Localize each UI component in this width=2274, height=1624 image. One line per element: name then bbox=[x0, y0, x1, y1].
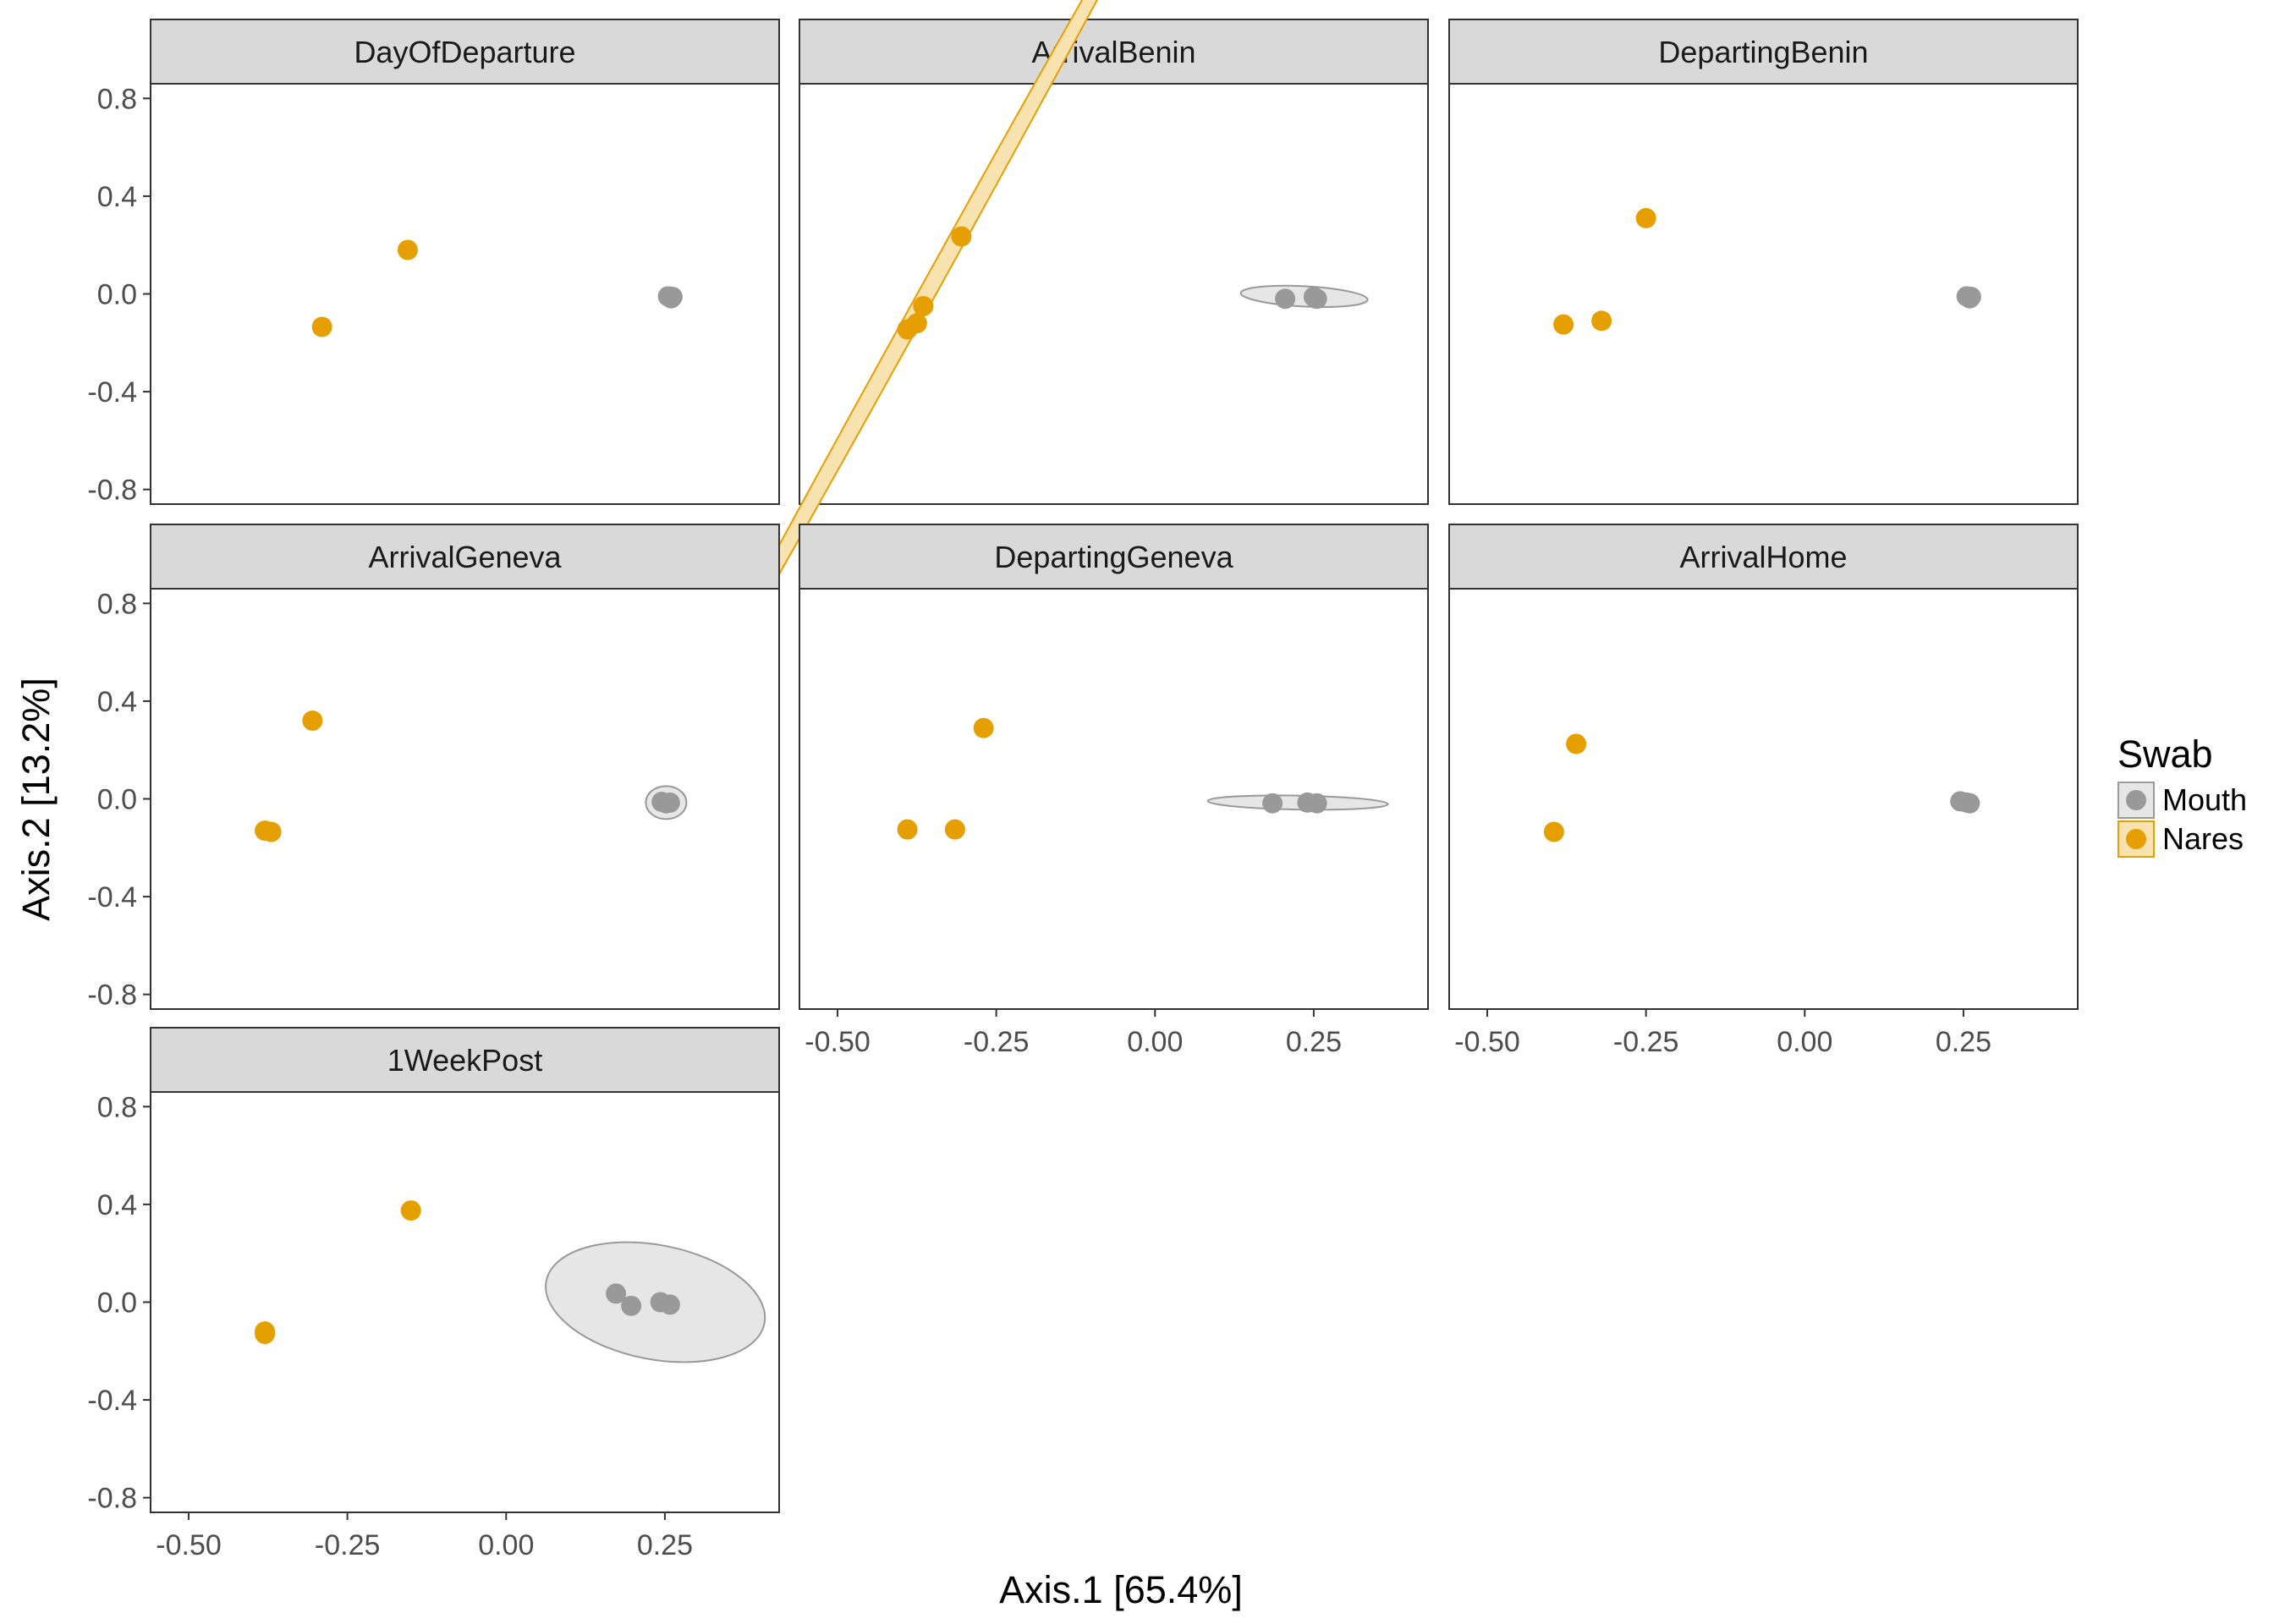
facet-panels: DayOfDeparture 0.8 0.4 0.0 -0.4 -0.8 ArrivalBe… bbox=[87, 0, 2079, 1561]
data-point-nares bbox=[913, 295, 934, 316]
legend-title: Swab bbox=[2117, 732, 2213, 776]
y-tick-label: -0.8 bbox=[87, 475, 137, 507]
data-point-nares bbox=[255, 1324, 276, 1345]
facet-panel-DepartingBenin: DepartingBenin bbox=[1448, 19, 2079, 505]
panel-border bbox=[1448, 83, 2079, 505]
x-tick-label: 0.25 bbox=[1286, 1026, 1342, 1058]
facet-strip bbox=[150, 524, 780, 590]
data-point-mouth bbox=[621, 1295, 642, 1316]
x-tick-label: 0.25 bbox=[1936, 1026, 1991, 1058]
y-tick-label: 0.0 bbox=[97, 1287, 137, 1320]
data-point-mouth bbox=[1959, 793, 1980, 814]
y-tick-label: -0.4 bbox=[87, 376, 137, 409]
panel-border bbox=[1448, 588, 2079, 1010]
data-point-mouth bbox=[662, 286, 683, 307]
facet-strip-title: DepartingBenin bbox=[1658, 35, 1868, 69]
x-tick-label: -0.50 bbox=[156, 1529, 222, 1561]
y-tick-label: 0.0 bbox=[97, 784, 137, 816]
y-tick-label: -0.4 bbox=[87, 881, 137, 914]
legend-marker-nares bbox=[2126, 829, 2146, 849]
facet-panel-DepartingGeneva: DepartingGeneva -0.50 -0.25 0.00 0.25 bbox=[799, 524, 1429, 1058]
data-point-nares bbox=[302, 710, 323, 732]
x-tick-label: -0.25 bbox=[1613, 1026, 1679, 1058]
data-point-nares bbox=[1591, 310, 1612, 332]
y-tick-label: 0.8 bbox=[97, 1091, 137, 1123]
legend-label-mouth: Mouth bbox=[2162, 782, 2247, 817]
facet-strip bbox=[799, 19, 1429, 85]
facet-strip bbox=[1448, 19, 2079, 85]
x-tick-label: -0.25 bbox=[964, 1026, 1030, 1058]
y-tick-label: 0.0 bbox=[97, 279, 137, 311]
y-tick-label: 0.8 bbox=[97, 83, 137, 115]
data-point-nares bbox=[1553, 314, 1574, 335]
data-point-nares bbox=[397, 239, 418, 261]
facet-strip bbox=[150, 1027, 780, 1093]
y-tick-label: -0.8 bbox=[87, 979, 137, 1012]
data-point-nares bbox=[311, 316, 332, 337]
x-tick-label: 0.00 bbox=[478, 1529, 534, 1561]
facet-strip-title: ArrivalHome bbox=[1679, 540, 1847, 574]
x-tick-label: 0.00 bbox=[1777, 1026, 1832, 1058]
y-tick-label: -0.4 bbox=[87, 1385, 137, 1417]
y-tick-label: 0.4 bbox=[97, 1189, 137, 1221]
facet-panel-ArrivalGeneva: ArrivalGeneva 0.8 0.4 0.0 -0.4 -0.8 bbox=[87, 524, 780, 1012]
data-point-nares bbox=[951, 226, 972, 247]
data-point-nares bbox=[1566, 733, 1587, 754]
facet-panel-ArrivalBenin: ArrivalBenin bbox=[646, 0, 1429, 798]
data-point-mouth bbox=[1275, 288, 1296, 310]
facet-panel-DayOfDeparture: DayOfDeparture 0.8 0.4 0.0 -0.4 -0.8 bbox=[87, 19, 780, 507]
legend: Swab Mouth Nares bbox=[2117, 732, 2247, 858]
panel-border bbox=[150, 83, 780, 505]
x-axis-title: Axis.1 [65.4%] bbox=[999, 1568, 1243, 1611]
data-point-mouth bbox=[659, 792, 680, 813]
facet-panel-ArrivalHome: ArrivalHome -0.50 -0.25 0.00 0.25 bbox=[1448, 524, 2079, 1058]
data-point-mouth bbox=[1262, 793, 1283, 814]
legend-marker-mouth bbox=[2126, 790, 2146, 810]
data-point-nares bbox=[400, 1200, 421, 1221]
x-tick-label: -0.25 bbox=[315, 1529, 381, 1561]
data-point-nares bbox=[1543, 821, 1564, 842]
data-point-nares bbox=[261, 821, 282, 842]
data-point-nares bbox=[897, 819, 918, 840]
x-tick-label: -0.50 bbox=[1454, 1026, 1520, 1058]
facet-strip bbox=[150, 19, 780, 85]
data-point-nares bbox=[897, 319, 918, 340]
facet-strip-title: DayOfDeparture bbox=[354, 35, 575, 69]
data-point-mouth bbox=[1306, 288, 1327, 310]
x-tick-label: 0.25 bbox=[637, 1529, 693, 1561]
data-point-nares bbox=[944, 819, 965, 840]
y-tick-label: 0.4 bbox=[97, 686, 137, 718]
facet-strip-title: DepartingGeneva bbox=[994, 540, 1233, 574]
y-tick-label: 0.4 bbox=[97, 181, 137, 213]
x-tick-label: -0.50 bbox=[805, 1026, 871, 1058]
data-point-mouth bbox=[659, 1294, 680, 1315]
data-point-mouth bbox=[1306, 793, 1327, 814]
data-point-mouth bbox=[606, 1283, 627, 1304]
y-axis-title: Axis.2 [13.2%] bbox=[14, 678, 58, 921]
legend-label-nares: Nares bbox=[2162, 821, 2244, 856]
legend-keys: Mouth Nares bbox=[2117, 782, 2247, 858]
y-tick-label: -0.8 bbox=[87, 1483, 137, 1515]
data-point-nares bbox=[1635, 207, 1656, 228]
facet-panel-1WeekPost: 1WeekPost 0.8 0.4 0.0 -0.4 -0.8 -0.50 -0.25 0.00… bbox=[87, 1027, 780, 1561]
data-point-nares bbox=[973, 717, 994, 738]
data-point-mouth bbox=[1960, 286, 1981, 307]
facet-strip-title: ArrivalGeneva bbox=[368, 540, 562, 574]
facet-strip-title: 1WeekPost bbox=[387, 1043, 542, 1078]
x-tick-label: 0.00 bbox=[1127, 1026, 1183, 1058]
y-tick-label: 0.8 bbox=[97, 588, 137, 620]
